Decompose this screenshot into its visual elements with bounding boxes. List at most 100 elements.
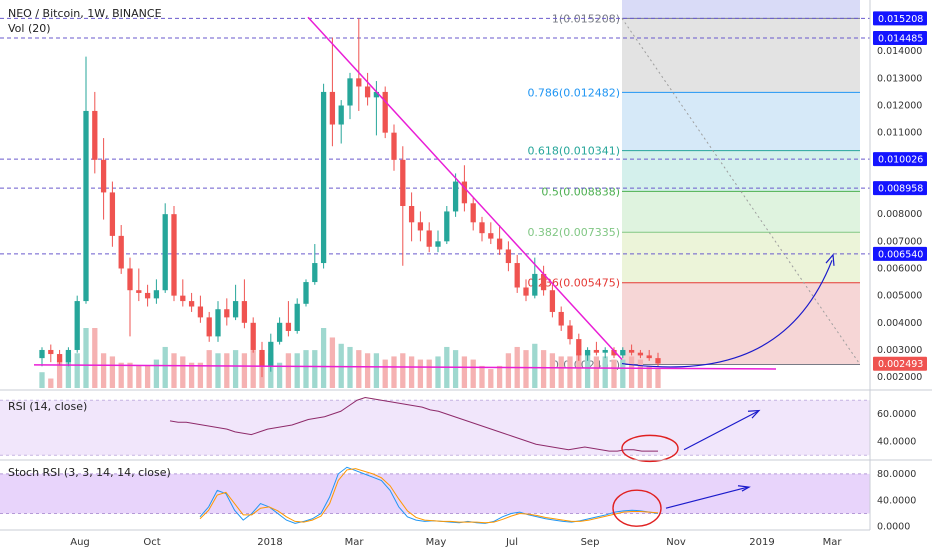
price-tick-label: 0.006000 [877,263,922,274]
candle-body [118,235,124,269]
volume-bar [153,359,160,388]
volume-bar [496,365,503,388]
rsi-pane[interactable] [0,396,870,463]
volume-bar [100,353,107,388]
volume-bar [118,362,124,388]
fib-level-label: 0.786(0.012482) [527,86,620,99]
candle-body [197,306,204,318]
candle-body [162,214,168,291]
volume-bar [39,372,45,388]
candle-body [558,311,564,326]
candle-body [620,349,626,356]
candle-body [505,249,512,264]
volume-bar [611,359,617,388]
stoch-rsi-pane[interactable] [0,466,870,527]
rsi-label: RSI (14, close) [8,400,87,413]
price-tag [873,31,927,46]
volume-bar [74,353,80,388]
stoch-tick-label: 80.0000 [877,469,916,480]
volume-bar [373,353,380,388]
candle-body [268,341,274,367]
time-tick-label: May [426,537,447,548]
candle-body [329,91,336,125]
price-tick-label: 0.014000 [877,46,922,57]
projection-curve [621,260,833,368]
candle-body [391,132,397,160]
volume-bar [320,328,327,388]
time-tick-label: 2018 [257,537,282,548]
candle-body [470,203,476,223]
candle-body [408,206,415,223]
candle-body [232,301,239,318]
candle-body [188,301,195,307]
price-tick-label: 0.008000 [877,209,922,220]
candle-body [479,222,485,234]
candle-body [285,322,292,331]
price-tag-label: 0.015208 [878,14,923,25]
rsi-band [0,400,870,456]
candle-body [100,159,107,193]
candle-body [312,263,318,283]
fib-zone [622,282,860,365]
price-pane[interactable]: 1(0.015208) 0.786(0.012482) 0.618(0.010341… [0,0,870,388]
candle-body [109,192,116,236]
price-tag [873,11,927,26]
rsi-arrowhead [747,409,761,419]
stoch-tick-label: 40.0000 [877,495,916,506]
time-tick-label: Mar [345,537,365,548]
candle-body [523,287,529,296]
volume-bar [136,365,142,388]
price-tag [873,152,927,167]
candle-body [303,282,309,304]
volume-bar [584,353,591,388]
fib-level-label: 0.236(0.005475) [527,277,620,290]
rsi-arrow [683,410,759,451]
volume-bar [232,350,239,388]
volume-bar [646,365,652,388]
volume-bar [224,353,230,388]
candle-body [144,292,151,299]
volume-bar [250,350,256,388]
volume-bar [171,353,177,388]
volume-bar [48,378,54,388]
candle-body [347,78,353,106]
stoch-d-line [199,468,659,524]
candle-body [400,159,406,207]
candle-body [593,349,600,353]
candle-body [241,301,248,323]
candle-body [655,358,661,364]
time-tick-label: Mar [823,537,843,548]
candle-body [206,317,212,337]
fib-level-label: 0.382(0.007335) [527,226,620,239]
fib-zone [622,191,860,233]
volume-bar [628,356,635,388]
candle-body [628,349,635,353]
volume-bar [558,356,564,388]
volume-bar [356,350,362,388]
volume-bar [329,337,336,388]
price-tag-label: 0.006540 [878,249,923,260]
volume-bar [347,346,353,388]
volume-bar [294,353,300,388]
candle-body [382,91,388,133]
volume-bar [567,356,573,388]
candle-body [83,110,89,302]
candle-body [356,78,362,87]
volume-bar [417,359,424,388]
time-tick-label: Jul [505,537,518,548]
candle-body [637,352,644,356]
price-tag-label: 0.002493 [878,359,923,370]
price-tick-label: 0.007000 [877,236,922,247]
time-tick-label: Sep [581,537,600,548]
volume-bar [303,350,309,388]
volume-bar [215,353,221,388]
price-tag [873,181,927,196]
stoch-rsi-label: Stoch RSI (3, 3, 14, 14, close) [8,466,171,479]
rsi-tick-label: 40.0000 [877,437,916,448]
volume-label: Vol (20) [8,22,51,35]
stoch-arrowhead [737,485,751,492]
stoch-highlight-circle [612,489,662,527]
fib-level-label: 0.5(0.008838) [541,185,620,198]
candle-body [136,290,142,293]
